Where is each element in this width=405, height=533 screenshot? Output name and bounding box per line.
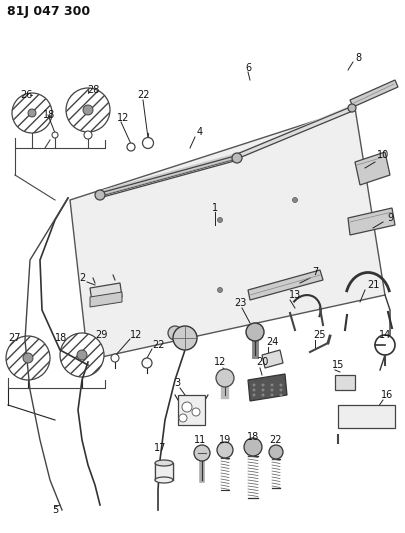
Polygon shape	[248, 374, 287, 401]
Text: 22: 22	[137, 90, 149, 100]
Circle shape	[244, 438, 262, 456]
Ellipse shape	[155, 460, 173, 466]
Circle shape	[192, 408, 200, 416]
Text: 11: 11	[194, 435, 206, 445]
Circle shape	[168, 326, 182, 340]
Text: 5: 5	[52, 505, 58, 515]
Circle shape	[84, 131, 92, 139]
Circle shape	[143, 138, 153, 149]
Circle shape	[280, 389, 282, 391]
Circle shape	[66, 88, 110, 132]
Circle shape	[253, 389, 255, 391]
Circle shape	[348, 104, 356, 112]
Circle shape	[217, 217, 222, 222]
Text: 24: 24	[266, 337, 278, 347]
Text: 16: 16	[381, 390, 393, 400]
Circle shape	[292, 198, 298, 203]
Circle shape	[60, 333, 104, 377]
Circle shape	[271, 384, 273, 386]
Circle shape	[142, 358, 152, 368]
Circle shape	[217, 287, 222, 293]
Circle shape	[253, 384, 255, 386]
Polygon shape	[262, 350, 283, 368]
Circle shape	[6, 336, 50, 380]
Circle shape	[262, 389, 264, 391]
Circle shape	[262, 394, 264, 396]
Text: 15: 15	[332, 360, 344, 370]
Circle shape	[280, 384, 282, 386]
Polygon shape	[355, 152, 390, 185]
Circle shape	[375, 335, 395, 355]
Text: 18: 18	[43, 110, 55, 120]
Circle shape	[182, 402, 192, 412]
Text: 10: 10	[377, 150, 389, 160]
Circle shape	[269, 445, 283, 459]
Circle shape	[253, 394, 255, 396]
Text: 20: 20	[256, 357, 268, 367]
Text: 2: 2	[79, 273, 85, 283]
Circle shape	[12, 93, 52, 133]
Text: 6: 6	[245, 63, 251, 73]
Circle shape	[173, 326, 197, 350]
Circle shape	[95, 190, 105, 200]
Text: 23: 23	[234, 298, 246, 308]
Polygon shape	[335, 375, 355, 390]
Circle shape	[271, 389, 273, 391]
Polygon shape	[338, 405, 395, 428]
Text: 18: 18	[247, 432, 259, 442]
Text: 21: 21	[367, 280, 379, 290]
Circle shape	[127, 143, 135, 151]
Polygon shape	[350, 80, 398, 107]
Text: 1: 1	[212, 203, 218, 213]
Text: 12: 12	[117, 113, 129, 123]
Text: 17: 17	[154, 443, 166, 453]
Circle shape	[271, 394, 273, 396]
Circle shape	[77, 350, 87, 360]
Text: 25: 25	[314, 330, 326, 340]
Text: 7: 7	[312, 267, 318, 277]
Circle shape	[232, 153, 242, 163]
Text: 12: 12	[130, 330, 143, 340]
Polygon shape	[90, 292, 122, 307]
Circle shape	[23, 353, 33, 363]
Circle shape	[111, 354, 119, 362]
Circle shape	[179, 414, 187, 422]
Text: 19: 19	[219, 435, 231, 445]
Text: 18: 18	[55, 333, 67, 343]
Circle shape	[83, 105, 93, 115]
Text: 29: 29	[95, 330, 107, 340]
Text: 22: 22	[152, 340, 164, 350]
Circle shape	[217, 442, 233, 458]
Circle shape	[280, 394, 282, 396]
Text: 14: 14	[379, 330, 391, 340]
Text: 8: 8	[355, 53, 361, 63]
Text: 27: 27	[8, 333, 21, 343]
Circle shape	[28, 109, 36, 117]
Circle shape	[262, 384, 264, 386]
Circle shape	[194, 445, 210, 461]
Circle shape	[216, 369, 234, 387]
Text: 9: 9	[387, 213, 393, 223]
Polygon shape	[70, 108, 385, 360]
Ellipse shape	[155, 477, 173, 483]
Text: 4: 4	[197, 127, 203, 137]
Polygon shape	[90, 283, 122, 302]
Text: 22: 22	[269, 435, 281, 445]
Text: 12: 12	[214, 357, 226, 367]
Text: 28: 28	[87, 85, 99, 95]
Polygon shape	[348, 208, 395, 235]
Circle shape	[52, 132, 58, 138]
Text: 3: 3	[174, 378, 180, 388]
Polygon shape	[155, 463, 173, 480]
Text: 13: 13	[289, 290, 301, 300]
Text: 81J 047 300: 81J 047 300	[7, 5, 90, 19]
Polygon shape	[248, 270, 323, 300]
Polygon shape	[178, 395, 205, 425]
Circle shape	[246, 323, 264, 341]
Text: 26: 26	[20, 90, 32, 100]
